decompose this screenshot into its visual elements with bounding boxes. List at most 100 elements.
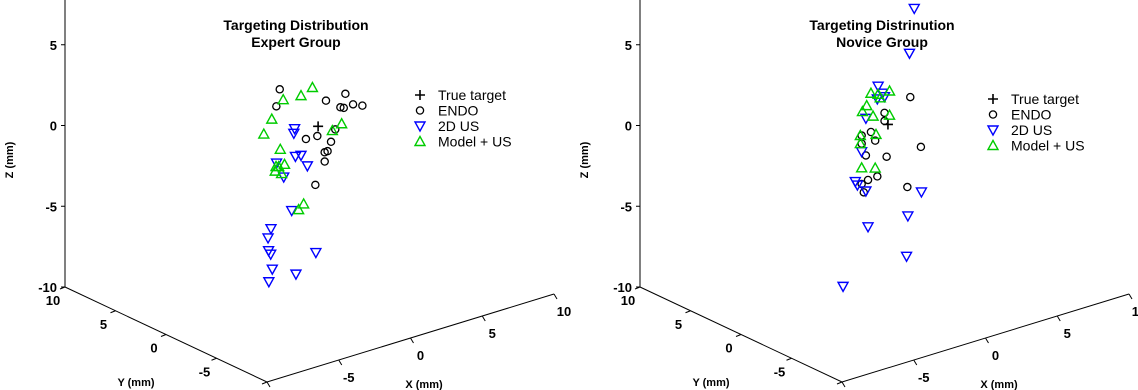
data-point	[859, 186, 873, 198]
data-point	[326, 124, 339, 136]
z-tick-label: -10	[38, 280, 57, 295]
data-point	[275, 167, 288, 179]
x-tick-mark	[913, 359, 918, 366]
data-point	[854, 137, 867, 149]
series-2d-us	[836, 3, 928, 293]
data-point	[321, 96, 331, 105]
legend-label: Model + US	[438, 134, 512, 150]
legend-marker	[413, 121, 427, 133]
y-tick-mark	[110, 310, 116, 314]
data-point	[320, 157, 329, 166]
data-point	[287, 128, 301, 140]
data-point	[277, 93, 290, 105]
data-point	[297, 197, 310, 209]
x-tick-mark	[1056, 315, 1061, 322]
y-tick-mark	[735, 334, 742, 337]
x-tick-label: 5	[1064, 326, 1071, 341]
z-tick-label: 0	[625, 119, 632, 134]
data-point	[278, 157, 291, 170]
y-tick-mark	[261, 381, 268, 385]
data-point	[311, 180, 320, 190]
data-point	[358, 101, 367, 110]
data-point	[871, 94, 884, 106]
data-point	[871, 81, 885, 93]
legend-label: True target	[1011, 91, 1079, 107]
data-point	[294, 150, 308, 162]
data-point	[906, 92, 915, 102]
data-point	[264, 249, 277, 261]
data-point	[916, 142, 926, 152]
x-tick-mark	[266, 381, 271, 388]
data-point	[275, 85, 284, 94]
legend-label: True target	[438, 87, 506, 103]
data-point	[294, 89, 308, 101]
data-point	[883, 108, 896, 120]
y-tick-label: 10	[621, 293, 635, 308]
data-point	[262, 277, 276, 289]
data-point	[901, 211, 915, 223]
data-point	[864, 86, 878, 98]
data-point	[313, 121, 324, 132]
data-point	[257, 127, 270, 139]
z-tick-label: -5	[45, 199, 57, 214]
x-tick-label: 0	[417, 348, 424, 363]
data-point	[915, 187, 928, 199]
legend-label: ENDO	[1011, 107, 1052, 123]
data-point	[855, 161, 868, 173]
data-point	[292, 203, 305, 215]
data-point	[301, 161, 314, 173]
data-point	[274, 142, 287, 154]
z-tick-label: -5	[620, 199, 632, 214]
y-tick-mark	[685, 310, 691, 314]
x-tick-label: 0	[992, 348, 999, 363]
data-point	[851, 180, 864, 192]
data-point	[335, 117, 348, 129]
data-point	[265, 112, 278, 124]
x-tick-mark	[338, 359, 343, 366]
z-tick-label: 5	[625, 38, 632, 53]
y-tick-label: -10	[821, 388, 840, 390]
y-tick-label: -10	[246, 388, 265, 390]
data-point	[348, 100, 358, 109]
legend-marker	[988, 94, 998, 104]
data-point	[313, 131, 322, 141]
y-tick-mark	[836, 381, 843, 385]
x-tick-label: 10	[557, 304, 571, 319]
legend-marker	[986, 125, 1000, 137]
data-point	[341, 89, 350, 99]
y-tick-label: -5	[199, 364, 211, 379]
data-point	[320, 148, 329, 157]
y-tick-label: 5	[100, 317, 107, 332]
legend-marker	[986, 139, 1000, 151]
data-point	[863, 175, 873, 185]
y-tick-label: -5	[774, 364, 786, 379]
data-point	[289, 151, 302, 163]
data-point	[874, 91, 887, 103]
data-point	[336, 103, 345, 112]
legend-label: ENDO	[438, 103, 479, 119]
data-point	[882, 152, 891, 161]
data-point	[869, 161, 882, 173]
data-point	[856, 105, 869, 117]
data-point	[903, 48, 916, 60]
y-axis-label: Y (mm)	[692, 377, 729, 389]
data-point	[289, 269, 303, 281]
series-2d-us	[261, 124, 323, 289]
data-point	[285, 205, 298, 218]
data-point	[900, 251, 913, 263]
chart-title: Targeting Distrinution	[809, 17, 954, 33]
chart-subtitle: Novice Group	[836, 34, 928, 50]
z-axis-label: Z (mm)	[579, 141, 591, 178]
x-tick-mark	[985, 337, 989, 344]
x-tick-label: 5	[489, 326, 496, 341]
series-model-us	[854, 84, 896, 173]
series-model-us	[257, 81, 348, 215]
x-tick-label: -5	[343, 370, 355, 385]
legend-label: 2D US	[438, 118, 479, 134]
data-point	[301, 134, 311, 144]
legend-marker	[413, 135, 427, 147]
data-point	[264, 224, 278, 236]
